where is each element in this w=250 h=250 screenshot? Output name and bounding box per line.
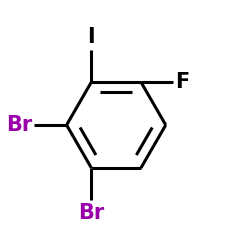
Text: I: I (88, 27, 95, 47)
Text: Br: Br (6, 115, 32, 135)
Text: Br: Br (78, 203, 104, 223)
Text: F: F (175, 72, 190, 92)
